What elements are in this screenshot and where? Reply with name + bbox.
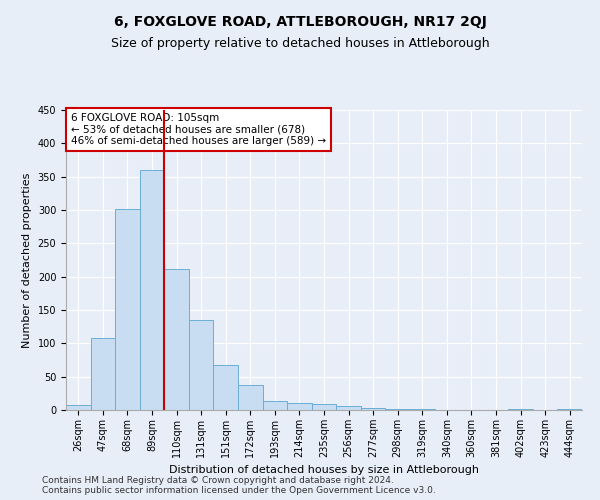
Y-axis label: Number of detached properties: Number of detached properties	[22, 172, 32, 348]
Bar	[287, 404, 312, 410]
Bar	[361, 408, 385, 410]
Bar	[214, 364, 238, 410]
Bar	[263, 402, 287, 410]
Bar	[508, 408, 533, 410]
X-axis label: Distribution of detached houses by size in Attleborough: Distribution of detached houses by size …	[169, 466, 479, 475]
Bar	[238, 386, 263, 410]
Bar	[189, 320, 214, 410]
Text: Size of property relative to detached houses in Attleborough: Size of property relative to detached ho…	[110, 38, 490, 51]
Bar	[312, 404, 336, 410]
Text: Contains HM Land Registry data © Crown copyright and database right 2024.
Contai: Contains HM Land Registry data © Crown c…	[42, 476, 436, 495]
Text: 6 FOXGLOVE ROAD: 105sqm
← 53% of detached houses are smaller (678)
46% of semi-d: 6 FOXGLOVE ROAD: 105sqm ← 53% of detache…	[71, 113, 326, 146]
Bar	[115, 208, 140, 410]
Bar	[164, 268, 189, 410]
Bar	[66, 404, 91, 410]
Bar	[140, 170, 164, 410]
Text: 6, FOXGLOVE ROAD, ATTLEBOROUGH, NR17 2QJ: 6, FOXGLOVE ROAD, ATTLEBOROUGH, NR17 2QJ	[113, 15, 487, 29]
Bar	[91, 338, 115, 410]
Bar	[385, 408, 410, 410]
Bar	[336, 406, 361, 410]
